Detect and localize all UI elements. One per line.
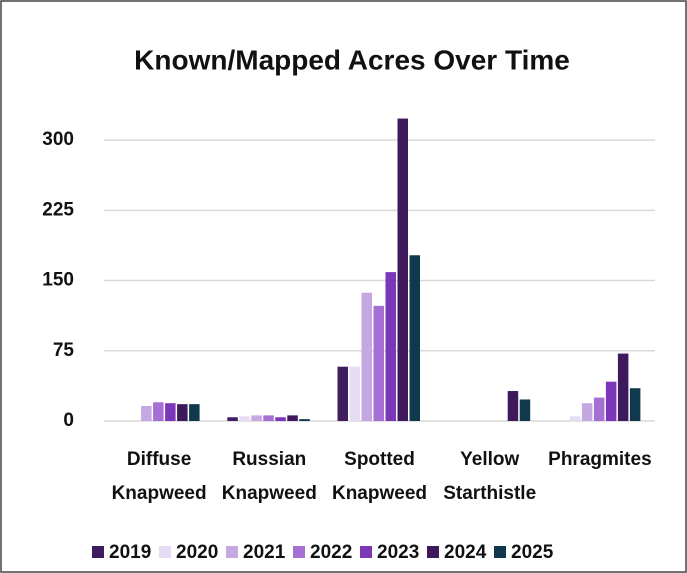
bar [299, 419, 310, 421]
bar [361, 292, 372, 421]
chart-title: Known/Mapped Acres Over Time [134, 44, 570, 75]
bar [165, 403, 176, 421]
bar [227, 417, 238, 421]
bar [409, 255, 420, 421]
bar [617, 353, 629, 421]
bar [629, 388, 641, 421]
x-tick-label: Spotted Knapweed [332, 449, 427, 504]
legend-label: 2020 [176, 542, 218, 563]
y-tick-label: 150 [42, 270, 74, 291]
bar [349, 366, 360, 421]
legend-swatch [293, 546, 305, 558]
bar [569, 416, 581, 421]
y-tick-label: 0 [63, 410, 74, 431]
bar [397, 118, 408, 422]
bar [239, 416, 250, 421]
y-tick-label: 300 [42, 129, 74, 150]
legend-label: 2022 [310, 542, 352, 563]
bar [373, 305, 384, 421]
legend-label: 2021 [243, 542, 286, 563]
legend-swatch [427, 546, 439, 558]
legend-swatch [226, 546, 238, 558]
bar [593, 397, 605, 421]
bar [287, 415, 298, 421]
bar [275, 417, 286, 421]
legend-swatch [92, 546, 104, 558]
bar [519, 399, 531, 421]
bar [337, 366, 348, 421]
legend-swatch [494, 546, 506, 558]
bar [189, 404, 200, 421]
x-tick-label: Diffuse Knapweed [112, 449, 207, 504]
legend-label: 2023 [377, 542, 419, 563]
bar [385, 272, 396, 421]
legend-label: 2025 [511, 542, 554, 563]
bar [507, 391, 519, 421]
bar [605, 381, 617, 421]
x-tick-label: Phragmites [548, 449, 651, 470]
bar [141, 406, 152, 421]
bar [153, 402, 164, 421]
y-tick-label: 225 [42, 199, 74, 220]
bar [581, 403, 593, 421]
legend-label: 2019 [109, 542, 151, 563]
y-tick-label: 75 [53, 340, 75, 361]
bar [263, 415, 274, 421]
legend-swatch [360, 546, 372, 558]
x-tick-label: Yellow Starthistle [443, 449, 536, 504]
bar [177, 404, 188, 421]
bar [251, 415, 262, 421]
legend-label: 2024 [444, 542, 487, 563]
x-tick-label: Russian Knapweed [222, 449, 317, 504]
legend-swatch [159, 546, 171, 558]
